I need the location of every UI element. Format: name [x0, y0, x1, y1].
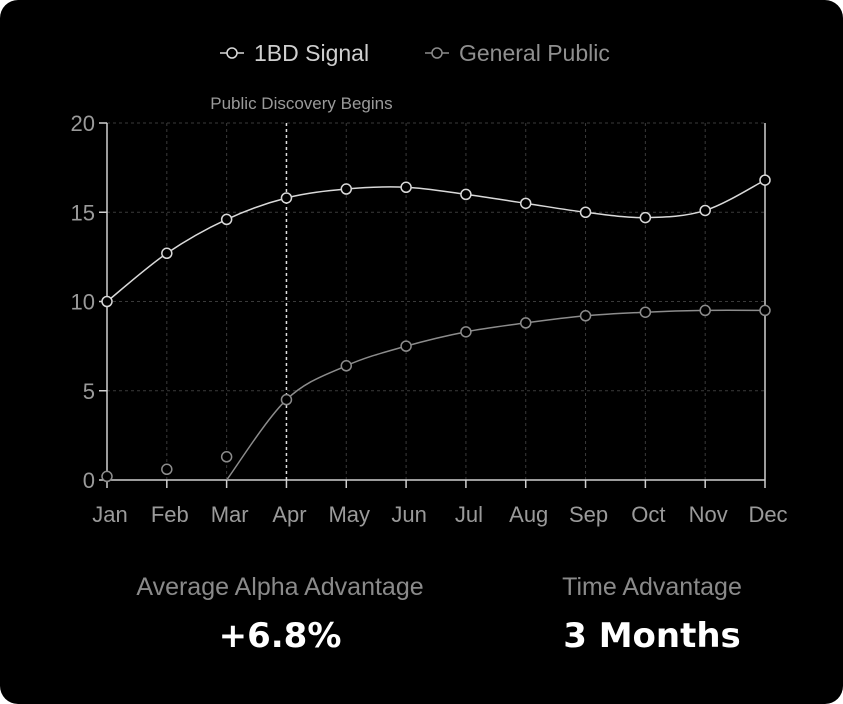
- y-tick-label: 20: [71, 111, 95, 136]
- data-point: [220, 451, 233, 463]
- alpha-advantage-label: Average Alpha Advantage: [136, 573, 424, 601]
- data-point: [101, 295, 113, 308]
- x-tick-label: Jul: [455, 502, 483, 527]
- alpha-advantage-value: +6.8%: [218, 616, 342, 656]
- x-tick-label: Sep: [569, 502, 608, 527]
- series-line-signal: [106, 179, 766, 303]
- legend-label: 1BD Signal: [254, 40, 369, 66]
- data-point: [220, 213, 233, 226]
- data-point: [101, 470, 113, 483]
- data-point: [519, 317, 532, 329]
- data-point: [161, 463, 173, 476]
- data-point: [699, 204, 711, 217]
- x-tick-label: Aug: [509, 502, 548, 527]
- data-point: [460, 188, 472, 201]
- annotation-label: Public Discovery Begins: [210, 94, 392, 113]
- time-advantage-value: 3 Months: [563, 616, 741, 656]
- x-tick-label: Apr: [272, 502, 306, 527]
- x-tick-label: Jan: [92, 502, 127, 527]
- data-point: [400, 340, 412, 352]
- data-point: [340, 183, 353, 195]
- legend-label: General Public: [459, 40, 610, 66]
- x-tick-label: May: [328, 502, 370, 527]
- data-point: [519, 197, 532, 210]
- x-tick-label: Oct: [631, 502, 665, 527]
- data-point: [280, 393, 293, 406]
- data-point: [759, 304, 771, 317]
- data-point: [699, 304, 711, 317]
- data-point: [639, 306, 652, 318]
- data-point: [280, 192, 293, 204]
- x-tick-label: Dec: [748, 502, 787, 527]
- y-tick-label: 0: [83, 468, 95, 493]
- x-tick-label: Nov: [689, 502, 728, 527]
- x-tick-label: Jun: [391, 502, 426, 527]
- time-advantage-label: Time Advantage: [562, 573, 742, 601]
- data-point: [340, 360, 353, 372]
- data-point: [579, 310, 592, 322]
- data-point: [579, 206, 592, 218]
- y-tick-label: 15: [71, 200, 95, 225]
- x-tick-label: Feb: [151, 502, 189, 527]
- x-tick-label: Mar: [211, 502, 249, 527]
- y-tick-label: 10: [71, 290, 95, 315]
- data-point: [460, 326, 472, 338]
- legend-marker: [226, 47, 238, 59]
- series-line-public: [226, 309, 766, 481]
- y-tick-label: 5: [83, 379, 95, 404]
- legend-marker: [431, 47, 443, 59]
- data-point: [161, 247, 173, 260]
- data-point: [400, 181, 412, 194]
- data-point: [639, 211, 652, 224]
- data-point: [759, 174, 771, 186]
